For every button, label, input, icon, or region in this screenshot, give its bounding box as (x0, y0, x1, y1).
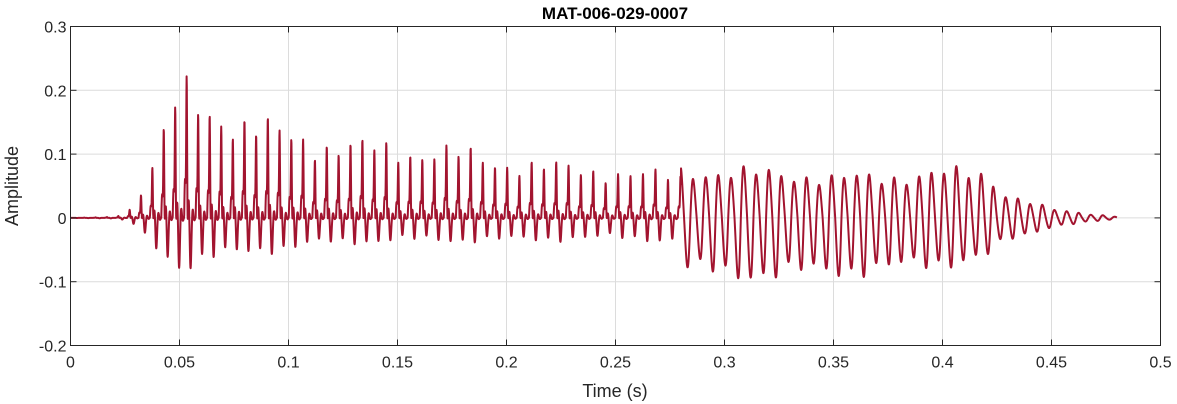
y-tick-label: -0.1 (39, 275, 67, 292)
x-tick-label: 0.1 (277, 355, 299, 372)
x-tick-label: 0.35 (818, 355, 849, 372)
y-tick-label: 0.2 (44, 83, 66, 100)
x-tick-label: 0.4 (931, 355, 953, 372)
x-tick-label: 0 (66, 355, 75, 372)
axis-ticks: 0 0.05 0.1 0.15 0.2 0.25 0.3 0.35 0.4 0.45 0.5 -0.2… (39, 20, 1172, 372)
waveform-series (69, 75, 1118, 280)
x-axis-label: Time (s) (582, 381, 647, 401)
y-tick-label: 0 (58, 211, 67, 228)
y-tick-label: 0.1 (44, 147, 66, 164)
x-tick-label: 0.2 (495, 355, 517, 372)
x-tick-label: 0.5 (1149, 355, 1171, 372)
y-tick-label: 0.3 (44, 20, 66, 37)
amplitude-series-line (69, 75, 1118, 280)
x-tick-label: 0.45 (1036, 355, 1067, 372)
y-tick-label: -0.2 (39, 339, 67, 356)
y-axis-label: Amplitude (2, 146, 22, 226)
chart-title: MAT-006-029-0007 (542, 4, 688, 23)
x-tick-label: 0.25 (600, 355, 631, 372)
x-tick-label: 0.15 (382, 355, 413, 372)
x-tick-label: 0.05 (164, 355, 195, 372)
x-tick-label: 0.3 (713, 355, 735, 372)
